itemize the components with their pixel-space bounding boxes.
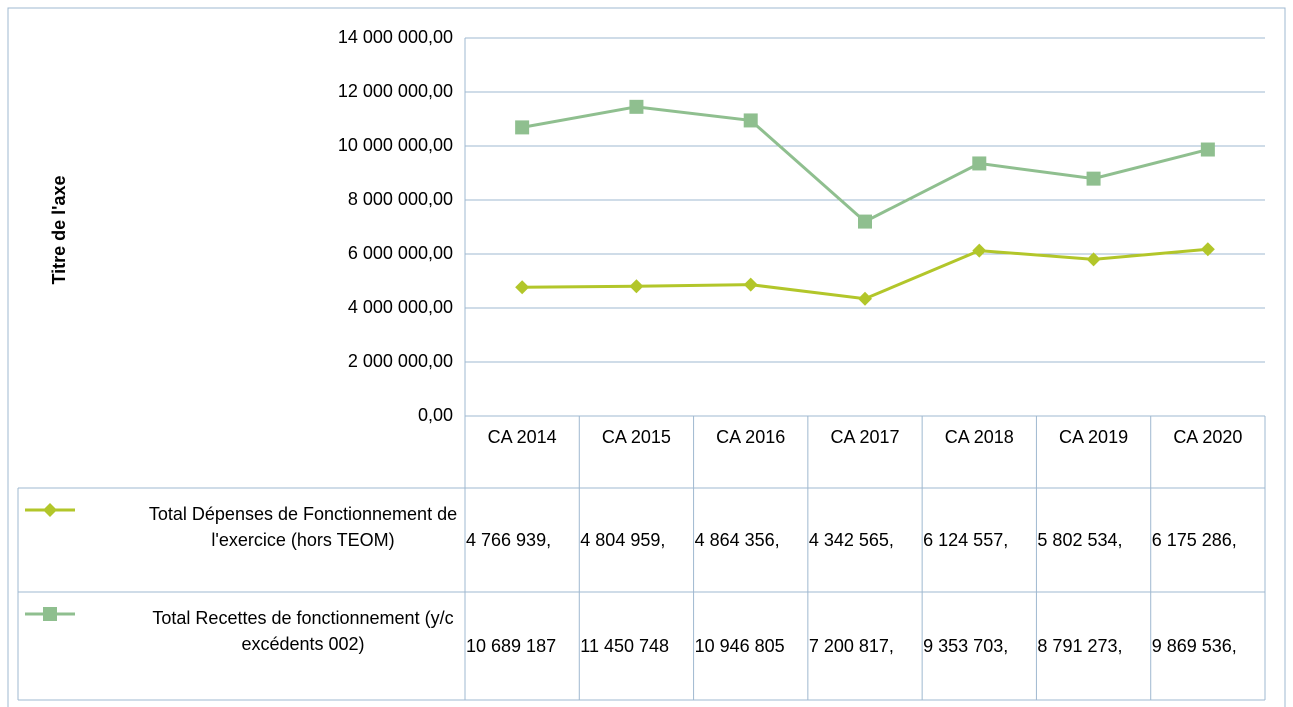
marker [858, 214, 872, 229]
table-value: 4 804 959, [580, 530, 666, 550]
table-value: 6 124 557, [923, 530, 1009, 550]
y-tick-label: 6 000 000,00 [348, 243, 453, 263]
marker [972, 156, 987, 171]
marker [1086, 171, 1101, 186]
table-value: 4 342 565, [808, 530, 894, 550]
marker [629, 279, 644, 294]
marker [972, 243, 987, 258]
legend-marker [43, 607, 57, 621]
category-label: CA 2014 [487, 427, 557, 447]
y-tick-label: 8 000 000,00 [348, 189, 453, 209]
table-value: 9 353 703, [923, 636, 1009, 656]
legend-label: Total Recettes de fonctionnement (y/c ex… [152, 608, 454, 654]
legend-label: Total Dépenses de Fonctionnement de l'ex… [148, 504, 458, 550]
marker [515, 120, 530, 135]
marker [1086, 252, 1101, 267]
marker [1200, 142, 1215, 157]
table-value: 4 864 356, [694, 530, 780, 550]
table-value: 6 175 286, [1151, 530, 1237, 550]
y-tick-label: 4 000 000,00 [348, 297, 453, 317]
table-value: 8 791 273, [1037, 636, 1123, 656]
marker [743, 113, 758, 128]
table-value: 9 869 536, [1151, 636, 1237, 656]
marker [629, 99, 644, 114]
y-tick-label: 10 000 000,00 [338, 135, 453, 155]
category-label: CA 2020 [1173, 427, 1243, 447]
y-tick-label: 14 000 000,00 [338, 27, 453, 47]
table-value: 4 766 939, [466, 530, 552, 550]
y-tick-label: 0,00 [418, 405, 453, 425]
category-label: CA 2016 [716, 427, 786, 447]
marker [743, 277, 758, 292]
table-value: 5 802 534, [1037, 530, 1123, 550]
table-value: 10 946 805 [694, 636, 785, 656]
category-label: CA 2018 [944, 427, 1014, 447]
table-value: 7 200 817, [808, 636, 894, 656]
marker [1200, 242, 1215, 257]
legend-marker [43, 503, 57, 517]
series-line [521, 105, 1209, 224]
table-value: 10 689 187 [466, 636, 557, 656]
series-line [522, 247, 1208, 301]
marker [858, 291, 872, 306]
marker [515, 280, 530, 295]
table-value: 11 450 748 [580, 636, 670, 656]
category-label: CA 2019 [1059, 427, 1129, 447]
category-label: CA 2015 [601, 427, 671, 447]
y-tick-label: 12 000 000,00 [338, 81, 453, 101]
y-axis-label: Titre de l'axe [49, 175, 69, 284]
y-tick-label: 2 000 000,00 [348, 351, 453, 371]
category-label: CA 2017 [830, 427, 900, 447]
chart-frame [7, 7, 1286, 707]
